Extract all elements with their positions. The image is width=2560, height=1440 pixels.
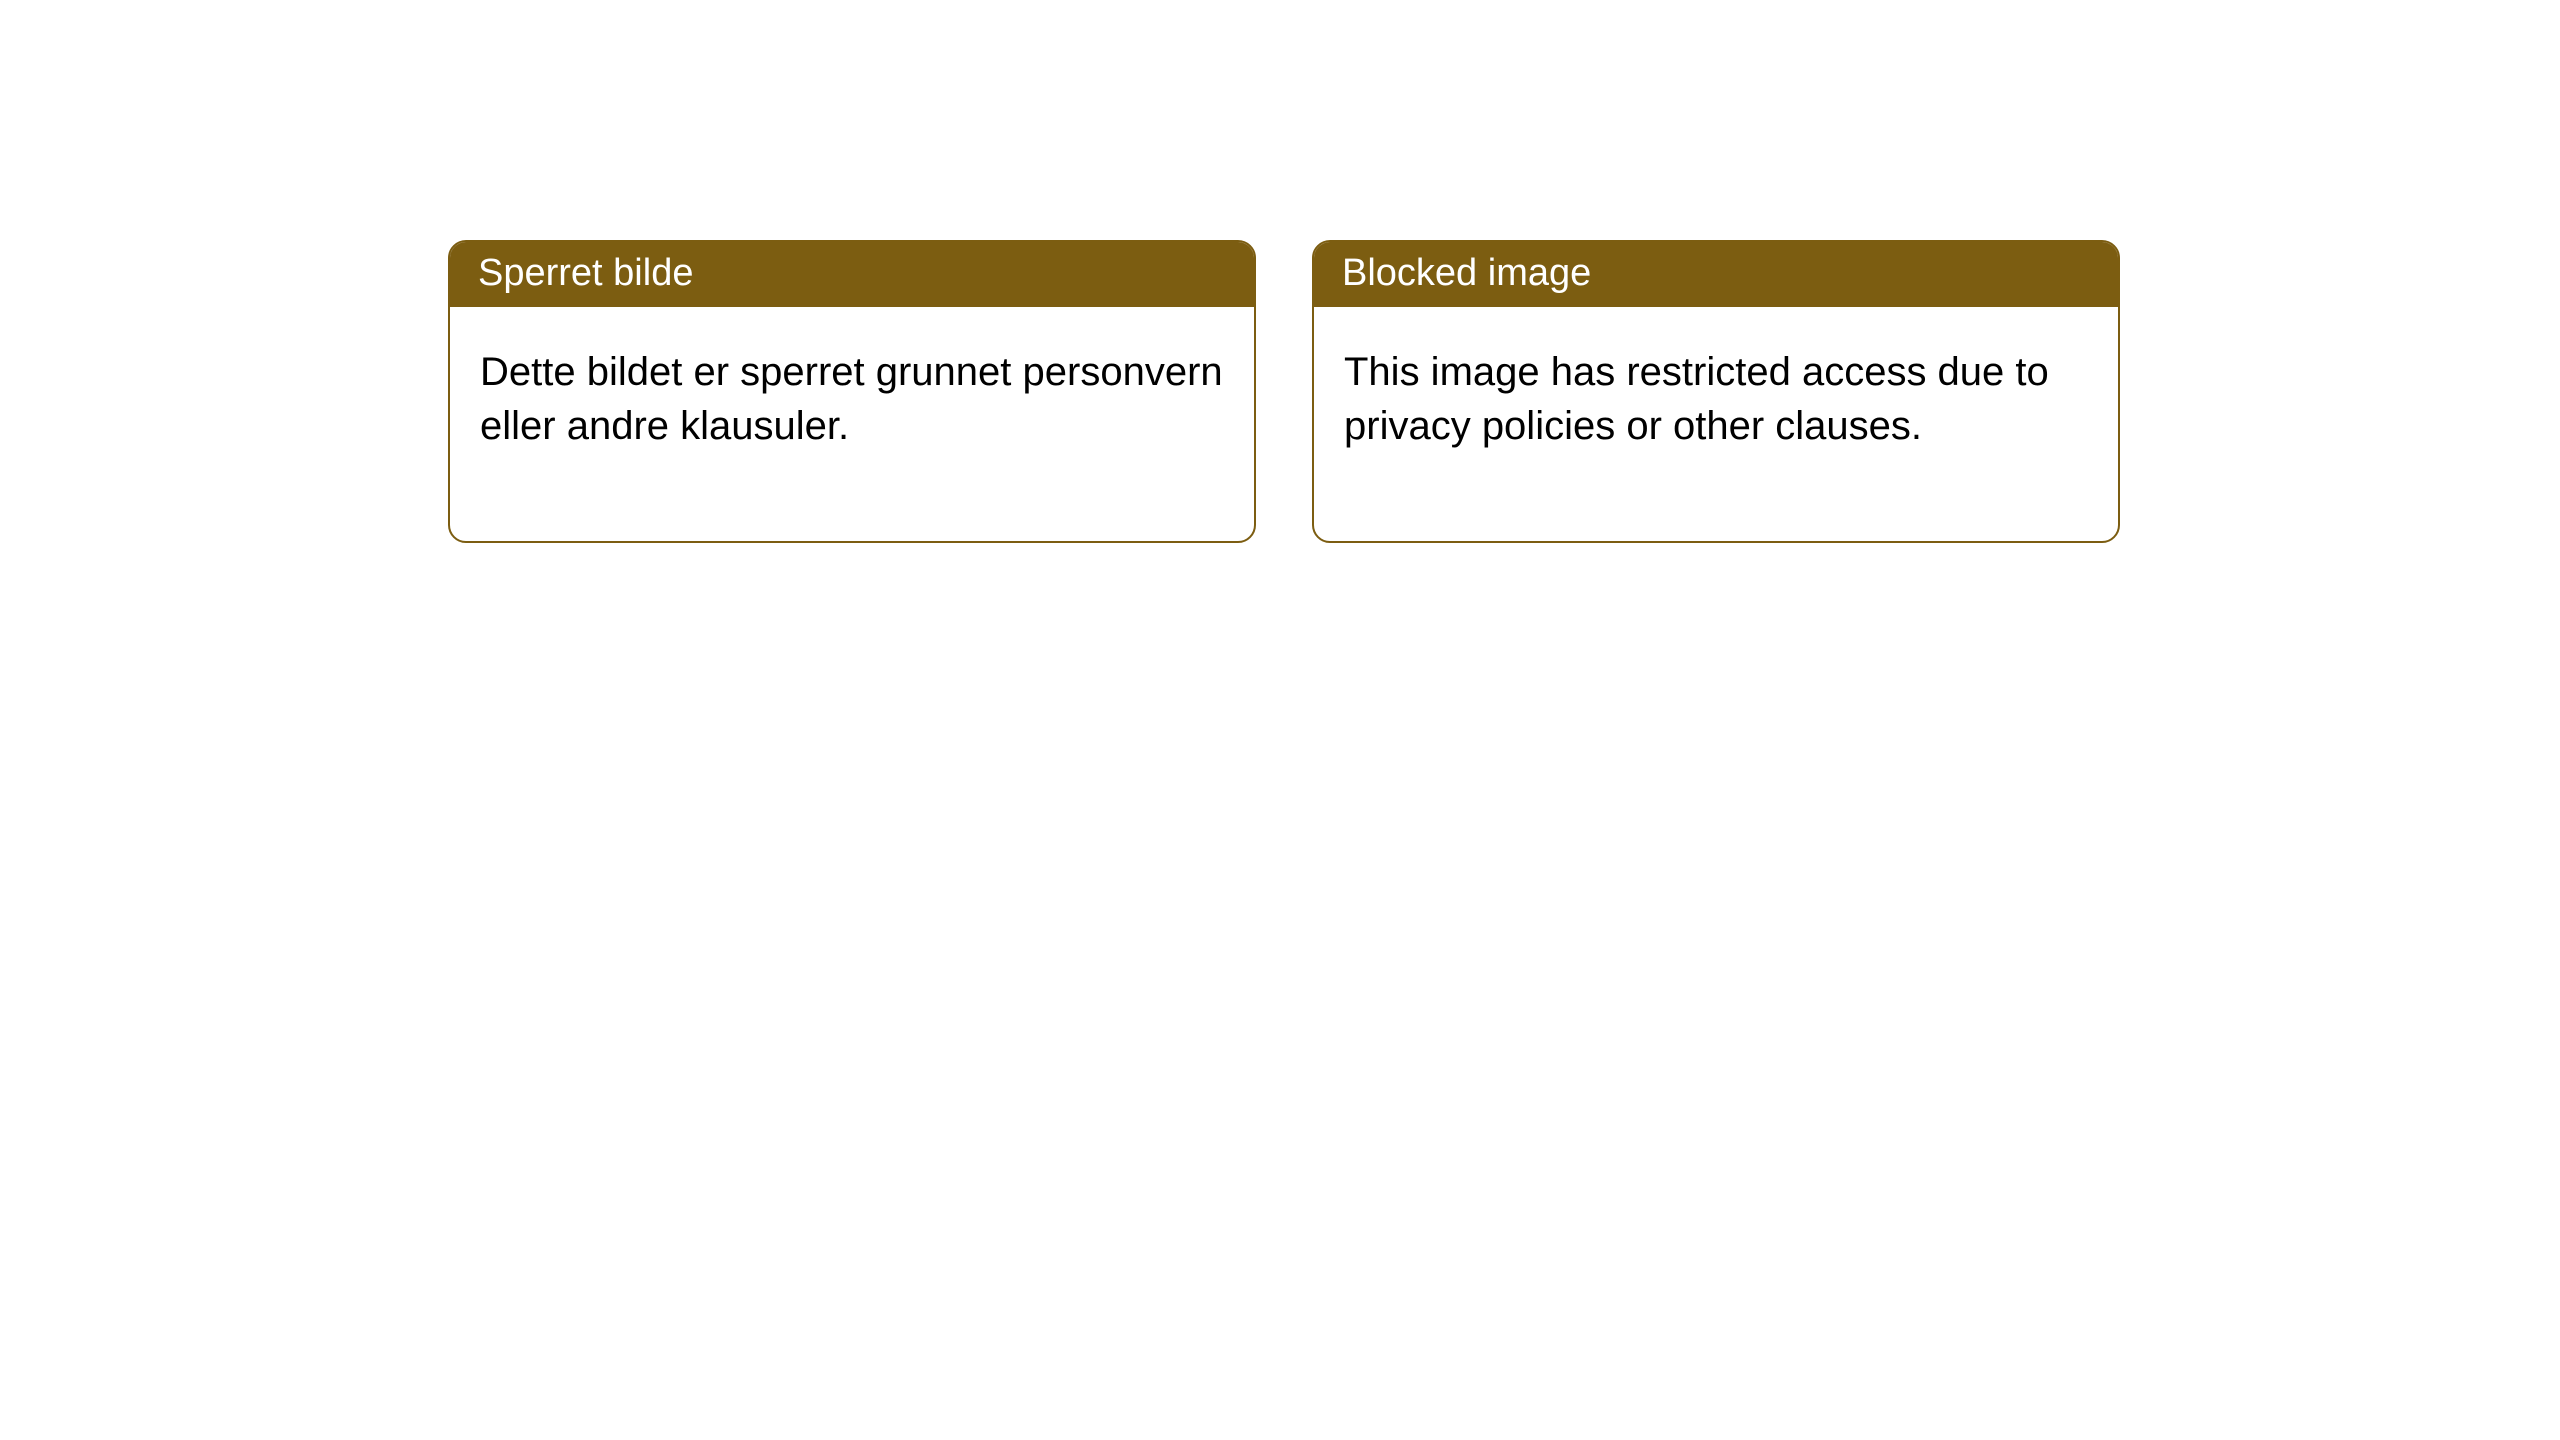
notice-header-norwegian: Sperret bilde — [450, 242, 1254, 307]
notice-body-english: This image has restricted access due to … — [1314, 307, 2118, 541]
notice-container: Sperret bilde Dette bildet er sperret gr… — [0, 0, 2560, 543]
notice-header-english: Blocked image — [1314, 242, 2118, 307]
notice-card-english: Blocked image This image has restricted … — [1312, 240, 2120, 543]
notice-card-norwegian: Sperret bilde Dette bildet er sperret gr… — [448, 240, 1256, 543]
notice-body-norwegian: Dette bildet er sperret grunnet personve… — [450, 307, 1254, 541]
